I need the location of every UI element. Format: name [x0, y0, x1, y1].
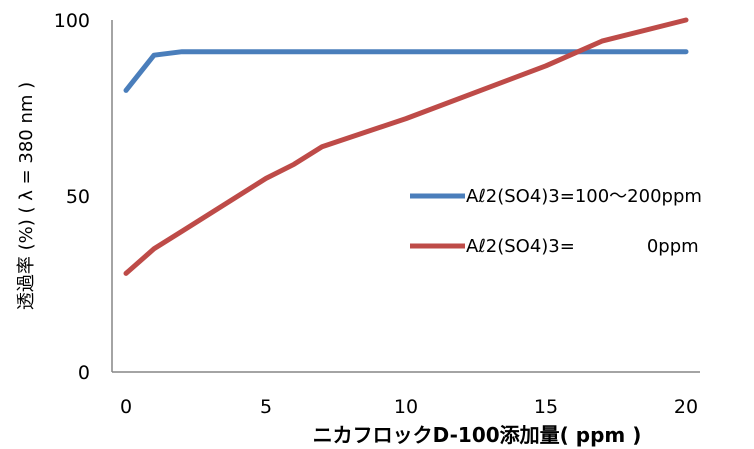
x-tick-label: 10 — [394, 396, 418, 418]
x-tick-label: 15 — [534, 396, 558, 418]
x-tick-label: 0 — [120, 396, 132, 418]
legend-label-2: Aℓ2(SO4)3= 0ppm — [466, 236, 699, 257]
legend-label-1: Aℓ2(SO4)3=100～200ppm — [466, 186, 702, 207]
legend: Aℓ2(SO4)3=100～200ppm Aℓ2(SO4)3= 0ppm — [410, 186, 702, 257]
series-lines — [123, 17, 689, 276]
x-tick-label: 20 — [674, 396, 698, 418]
x-tick-label: 5 — [260, 396, 272, 418]
y-tick-label: 50 — [66, 186, 90, 208]
axes — [111, 20, 700, 373]
series-line-1 — [123, 49, 689, 93]
series-line-2 — [123, 17, 689, 276]
x-axis-label: ニカフロックD-100添加量( ppm ) — [313, 423, 642, 447]
y-axis-label: 透過率 (%) ( λ = 380 nm ) — [16, 82, 37, 310]
x-tick-labels: 0 5 10 15 20 — [120, 396, 698, 418]
y-tick-labels: 0 50 100 — [54, 10, 90, 384]
y-tick-label: 0 — [78, 362, 90, 384]
y-tick-label: 100 — [54, 10, 90, 32]
